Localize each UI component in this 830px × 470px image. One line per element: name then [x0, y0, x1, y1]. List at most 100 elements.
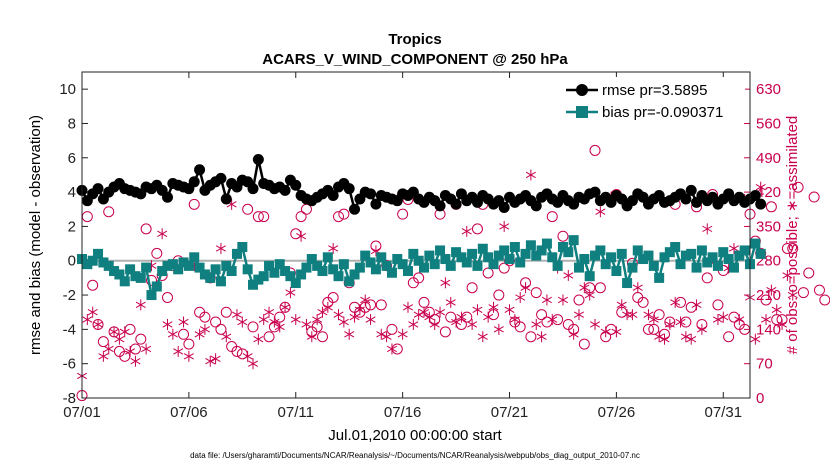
- rmse-point: [162, 191, 174, 203]
- rmse-point: [755, 198, 767, 210]
- bias-point: [531, 250, 542, 261]
- obs-possible-point: [530, 287, 542, 299]
- obs-possible-point: [792, 181, 804, 193]
- bias-point: [493, 250, 504, 261]
- obs-possible-point: [252, 211, 264, 223]
- obs-assimilated-point: [777, 318, 788, 330]
- obs-assimilated-point: [167, 328, 178, 340]
- x-tick-label: 07/21: [491, 404, 529, 421]
- obs-assimilated-point: [301, 318, 312, 330]
- bias-point: [248, 279, 259, 290]
- bias-point: [445, 260, 456, 271]
- bias-point: [627, 262, 638, 273]
- obs-assimilated-point: [114, 333, 125, 345]
- bias-point: [151, 281, 162, 292]
- rmse-point: [92, 183, 104, 195]
- obs-assimilated-point: [408, 318, 419, 330]
- bias-point: [648, 260, 659, 271]
- bias-point: [381, 260, 392, 271]
- rmse-point: [365, 188, 377, 200]
- bias-point: [157, 266, 168, 277]
- obs-assimilated-point: [557, 294, 568, 306]
- bias-point: [221, 260, 232, 271]
- obs-assimilated-point: [686, 333, 697, 345]
- rmse-point: [589, 186, 601, 198]
- bias-point: [600, 259, 611, 270]
- bias-point: [344, 276, 355, 287]
- bias-point: [723, 254, 734, 265]
- obs-assimilated-point: [472, 304, 483, 316]
- rmse-point: [220, 193, 232, 205]
- obs-assimilated-point: [766, 284, 777, 296]
- obs-possible-point: [514, 321, 526, 333]
- y-left-tick-label: 6: [68, 150, 76, 167]
- bias-point: [712, 260, 723, 271]
- obs-possible-point: [546, 211, 558, 223]
- obs-possible-point: [642, 323, 654, 335]
- bias-point: [365, 257, 376, 268]
- obs-assimilated-point: [381, 331, 392, 343]
- obs-assimilated-point: [194, 328, 205, 340]
- bias-point: [183, 260, 194, 271]
- obs-assimilated-point: [210, 353, 221, 365]
- obs-possible-point: [557, 230, 569, 242]
- obs-assimilated-point: [750, 333, 761, 345]
- rmse-point: [685, 184, 697, 196]
- obs-assimilated-point: [525, 169, 536, 181]
- legend-rmse-label: rmse pr=3.5895: [602, 82, 707, 99]
- bias-point: [643, 250, 654, 261]
- obs-assimilated-point: [504, 304, 515, 316]
- obs-assimilated-point: [755, 181, 766, 193]
- obs-assimilated-point: [654, 331, 665, 343]
- bias-point: [664, 247, 675, 258]
- bias-point: [483, 252, 494, 263]
- y-right-tick-label: 70: [756, 356, 773, 373]
- obs-possible-point: [466, 282, 478, 294]
- obs-assimilated-point: [424, 311, 435, 323]
- bias-point: [130, 271, 141, 282]
- y-axis-left-label: rmse and bias (model - observation): [27, 115, 44, 355]
- obs-assimilated-point: [280, 301, 291, 313]
- obs-assimilated-point: [579, 282, 590, 294]
- obs-possible-point: [231, 345, 243, 357]
- bias-point: [210, 264, 221, 275]
- bias-point: [82, 259, 93, 270]
- x-axis-ticks: 07/01 07/06 07/11 07/16 07/21 07/26 07/31: [63, 72, 742, 421]
- x-tick-label: 07/16: [384, 404, 422, 421]
- bias-point: [525, 240, 536, 251]
- obs-assimilated-point: [595, 206, 606, 218]
- bias-point: [135, 272, 146, 283]
- obs-possible-point: [97, 336, 109, 348]
- y-left-tick-label: 2: [68, 218, 76, 235]
- obs-assimilated-point: [734, 314, 745, 326]
- bias-point: [509, 242, 520, 253]
- bias-point: [189, 252, 200, 263]
- y-right-tick-label: 560: [756, 115, 781, 132]
- bias-point: [499, 245, 510, 256]
- obs-possible-point: [578, 338, 590, 350]
- obs-assimilated-point: [258, 314, 269, 326]
- obs-assimilated-point: [215, 242, 226, 254]
- bias-point: [755, 248, 766, 259]
- obs-assimilated-point: [499, 220, 510, 232]
- obs-assimilated-point: [648, 314, 659, 326]
- bias-point: [199, 269, 210, 280]
- obs-possible-point: [573, 294, 585, 306]
- data-file-footnote: data file: /Users/gharamti/Documents/NCA…: [190, 451, 640, 460]
- bias-point: [515, 257, 526, 268]
- legend-bias-label: bias pr=-0.090371: [602, 104, 723, 121]
- bias-point: [638, 254, 649, 265]
- obs-assimilated-point: [622, 309, 633, 321]
- obs-possible-point: [712, 299, 724, 311]
- obs-assimilated-point: [515, 292, 526, 304]
- bias-point: [616, 248, 627, 259]
- obs-possible-point: [338, 208, 350, 220]
- bias-point: [728, 262, 739, 273]
- bias-point: [301, 262, 312, 273]
- obs-assimilated-point: [322, 301, 333, 313]
- bias-point: [595, 245, 606, 256]
- x-tick-label: 07/31: [705, 404, 743, 421]
- bias-point: [563, 247, 574, 258]
- bias-point: [435, 245, 446, 256]
